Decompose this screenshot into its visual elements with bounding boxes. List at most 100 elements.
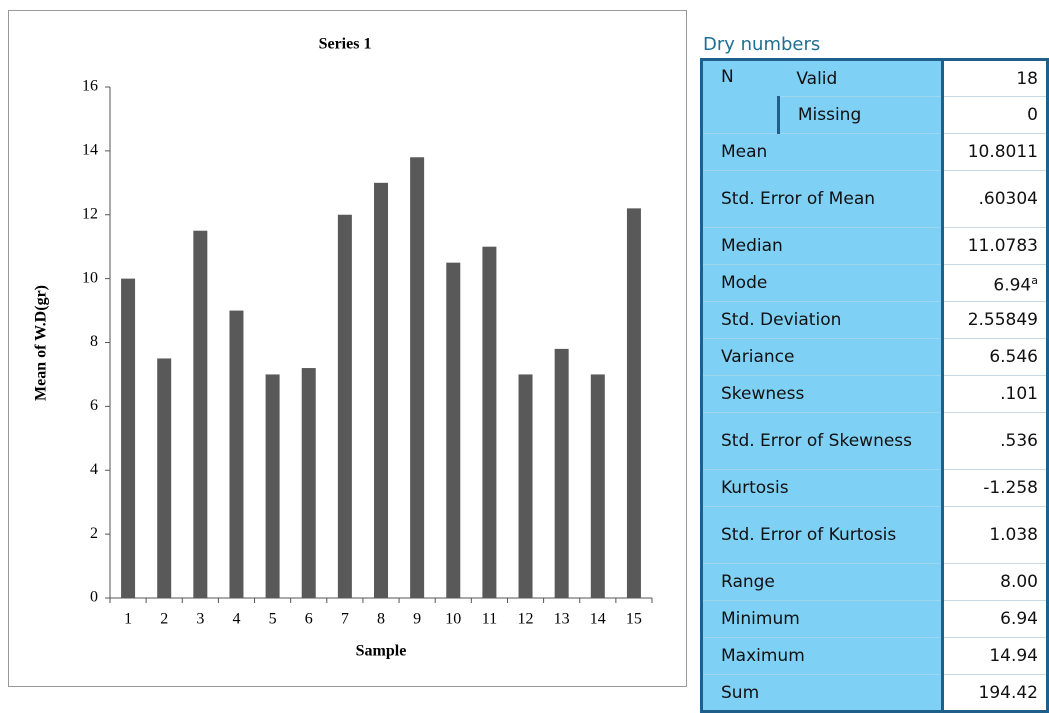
row-label: Minimum bbox=[699, 600, 943, 638]
row-value-text: 1.038 bbox=[989, 525, 1038, 545]
row-value: 2.55849 bbox=[941, 301, 1049, 339]
row-value-text: 2.55849 bbox=[967, 310, 1038, 330]
y-tick-label: 2 bbox=[90, 525, 98, 542]
row-label-text: Std. Error of Skewness bbox=[721, 431, 913, 451]
row-value: 10.8011 bbox=[941, 133, 1049, 171]
row-label: Kurtosis bbox=[699, 469, 943, 507]
row-value: 11.0783 bbox=[941, 227, 1049, 265]
x-tick-label: 7 bbox=[341, 611, 349, 628]
bar bbox=[301, 368, 316, 598]
table-row: Std. Deviation 2.55849 bbox=[699, 301, 1049, 339]
table-row: Maximum 14.94 bbox=[699, 637, 1049, 675]
row-value-text: 6.94 bbox=[1000, 609, 1038, 629]
row-label: Range bbox=[699, 563, 943, 601]
x-axis-label: Sample bbox=[356, 643, 407, 660]
row-value: 0 bbox=[941, 96, 1049, 134]
y-tick-label: 14 bbox=[82, 142, 98, 159]
row-label: Std. Error of Skewness bbox=[699, 412, 943, 470]
x-tick-label: 8 bbox=[377, 611, 385, 628]
row-label-text: Kurtosis bbox=[721, 478, 789, 498]
y-axis-label: Mean of W.D(gr) bbox=[33, 285, 50, 401]
row-sublabel-text: Valid bbox=[796, 68, 838, 89]
x-tick-label: 12 bbox=[518, 611, 534, 628]
row-label: Sum bbox=[699, 674, 943, 713]
table-row: Range 8.00 bbox=[699, 563, 1049, 601]
row-label-text: Std. Error of Mean bbox=[721, 189, 876, 209]
row-label-text: Mean bbox=[721, 142, 768, 162]
row-label-text: Variance bbox=[721, 347, 795, 367]
row-value: .101 bbox=[941, 375, 1049, 413]
row-sublabel: Missing bbox=[776, 96, 943, 134]
table-row: Missing 0 bbox=[702, 96, 1049, 134]
y-tick-label: 16 bbox=[82, 78, 98, 95]
table-row: Skewness .101 bbox=[699, 375, 1049, 413]
bar bbox=[410, 157, 425, 598]
bar bbox=[590, 374, 605, 598]
chart: Series 1 Sample Mean of W.D(gr) 0 2 4 6 8 10 1… bbox=[8, 10, 687, 687]
y-tick-label: 6 bbox=[90, 397, 98, 414]
x-tick-label: 4 bbox=[232, 611, 240, 628]
row-value: 6.94 bbox=[941, 600, 1049, 638]
row-label-text: Std. Deviation bbox=[721, 310, 842, 330]
y-tick-label: 10 bbox=[82, 269, 98, 286]
row-value: 18 bbox=[941, 58, 1049, 97]
row-value-text: 6.94 bbox=[993, 275, 1032, 296]
row-label: Maximum bbox=[699, 637, 943, 675]
row-label-text: Std. Error of Kurtosis bbox=[721, 525, 897, 545]
row-label: Skewness bbox=[699, 375, 943, 413]
table-row: Sum 194.42 bbox=[699, 674, 1049, 713]
table-row: N Valid 18 bbox=[700, 58, 1049, 134]
bar bbox=[518, 374, 533, 598]
x-tick-label: 1 bbox=[124, 611, 132, 628]
row-label: Std. Error of Kurtosis bbox=[699, 506, 943, 564]
row-value-text: 8.00 bbox=[1000, 572, 1038, 592]
row-value-text: 194.42 bbox=[978, 682, 1038, 703]
table-row: Std. Error of Mean .60304 bbox=[699, 170, 1049, 228]
bar bbox=[554, 348, 569, 598]
row-value-text: .101 bbox=[1000, 384, 1038, 404]
row-label: N bbox=[700, 58, 779, 134]
y-tick-label: 0 bbox=[90, 589, 98, 606]
row-value: -1.258 bbox=[941, 469, 1049, 507]
x-tick-label: 5 bbox=[269, 611, 277, 628]
bar bbox=[337, 214, 352, 598]
row-value-text: -1.258 bbox=[983, 478, 1038, 498]
x-tick-label: 6 bbox=[305, 611, 313, 628]
x-tick-label: 2 bbox=[160, 611, 168, 628]
row-label: Variance bbox=[699, 338, 943, 376]
row-value-text: 11.0783 bbox=[967, 236, 1038, 256]
footnote-mark: a bbox=[1031, 273, 1038, 287]
table-title: Dry numbers bbox=[703, 34, 821, 55]
x-tick-label: 13 bbox=[554, 611, 570, 628]
page: Series 1 Sample Mean of W.D(gr) 0 2 4 6 8 10 1… bbox=[8, 10, 1049, 713]
row-label: Median bbox=[699, 227, 943, 265]
row-value: 14.94 bbox=[941, 637, 1049, 675]
y-tick-label: 12 bbox=[82, 205, 98, 222]
row-label: Std. Deviation bbox=[699, 301, 943, 339]
row-label-text: Maximum bbox=[721, 646, 805, 666]
bar bbox=[626, 208, 641, 599]
row-value: 8.00 bbox=[941, 563, 1049, 601]
row-label: Std. Error of Mean bbox=[699, 170, 943, 228]
row-value-text: .60304 bbox=[978, 189, 1038, 209]
row-label-text: N bbox=[721, 67, 734, 87]
chart-title: Series 1 bbox=[319, 36, 372, 53]
row-label-text: Minimum bbox=[721, 609, 800, 629]
row-value-text: 6.546 bbox=[989, 347, 1038, 367]
x-tick-label: 9 bbox=[413, 611, 421, 628]
bar bbox=[482, 246, 497, 598]
row-value: .536 bbox=[941, 412, 1049, 470]
row-sublabel: Valid bbox=[778, 58, 943, 97]
row-value-text: 0 bbox=[1027, 105, 1038, 125]
bar bbox=[265, 374, 280, 598]
table-row: Minimum 6.94 bbox=[699, 600, 1049, 638]
chart-frame bbox=[8, 10, 687, 687]
table-row: Std. Error of Kurtosis 1.038 bbox=[699, 506, 1049, 564]
bar bbox=[229, 310, 244, 598]
x-tick-label: 11 bbox=[482, 611, 497, 628]
row-value: 6.546 bbox=[941, 338, 1049, 376]
bar bbox=[193, 230, 208, 598]
row-value: 194.42 bbox=[941, 674, 1049, 713]
row-value: 6.94a bbox=[941, 264, 1049, 302]
row-value-text: .536 bbox=[1000, 431, 1038, 451]
